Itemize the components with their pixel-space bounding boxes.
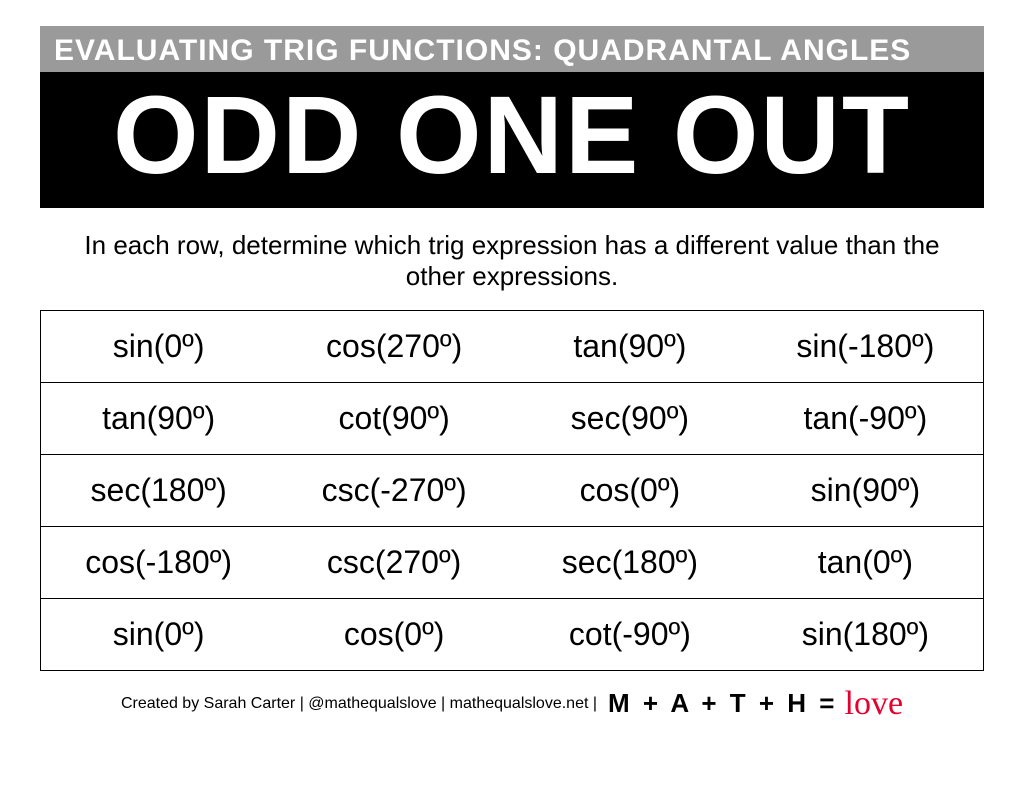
table-cell: tan(0º): [748, 526, 984, 598]
table-cell: sec(180º): [512, 526, 748, 598]
subtitle-bar: EVALUATING TRIG FUNCTIONS: QUADRANTAL AN…: [40, 26, 984, 72]
footer-logo-math: M + A + T + H =: [608, 688, 837, 718]
table-row: sin(0º) cos(270º) tan(90º) sin(-180º): [41, 310, 984, 382]
table-cell: sec(180º): [41, 454, 277, 526]
table-cell: cos(0º): [512, 454, 748, 526]
table-row: tan(90º) cot(90º) sec(90º) tan(-90º): [41, 382, 984, 454]
table-cell: sin(180º): [748, 598, 984, 670]
table-cell: sin(90º): [748, 454, 984, 526]
table-cell: cos(0º): [276, 598, 512, 670]
table-cell: cos(270º): [276, 310, 512, 382]
table-cell: tan(90º): [41, 382, 277, 454]
table-cell: csc(-270º): [276, 454, 512, 526]
footer: Created by Sarah Carter | @mathequalslov…: [40, 685, 984, 723]
table-cell: cos(-180º): [41, 526, 277, 598]
table-cell: tan(-90º): [748, 382, 984, 454]
footer-credit: Created by Sarah Carter | @mathequalslov…: [121, 695, 597, 712]
table-cell: cot(-90º): [512, 598, 748, 670]
table-cell: tan(90º): [512, 310, 748, 382]
table-cell: sin(0º): [41, 310, 277, 382]
table-cell: sin(-180º): [748, 310, 984, 382]
footer-logo-love: love: [845, 685, 904, 722]
table-cell: sec(90º): [512, 382, 748, 454]
table-cell: cot(90º): [276, 382, 512, 454]
table-row: sin(0º) cos(0º) cot(-90º) sin(180º): [41, 598, 984, 670]
instructions-text: In each row, determine which trig expres…: [72, 230, 952, 292]
title-bar: ODD ONE OUT: [40, 72, 984, 208]
table-row: sec(180º) csc(-270º) cos(0º) sin(90º): [41, 454, 984, 526]
table-cell: csc(270º): [276, 526, 512, 598]
table-cell: sin(0º): [41, 598, 277, 670]
expressions-table: sin(0º) cos(270º) tan(90º) sin(-180º) ta…: [40, 310, 984, 671]
table-row: cos(-180º) csc(270º) sec(180º) tan(0º): [41, 526, 984, 598]
